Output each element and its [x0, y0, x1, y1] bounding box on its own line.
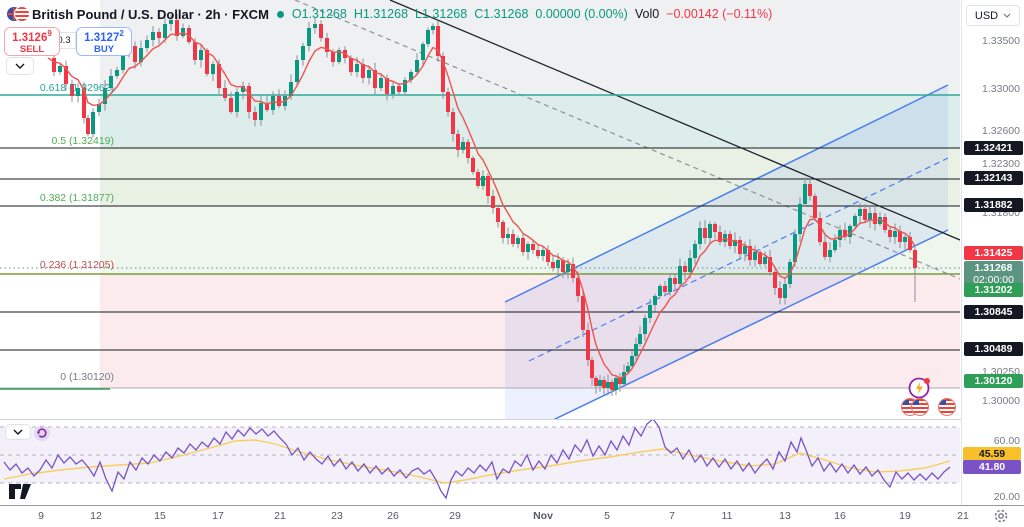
horizontal-level-lines[interactable]	[0, 94, 960, 390]
price-axis-label: 1.30000	[982, 395, 1020, 407]
price-axis-label: 1.30845	[964, 305, 1023, 319]
symbol-title[interactable]: British Pound / U.S. Dollar · 2h · FXCM	[32, 6, 269, 22]
collapse-order-widget-button[interactable]	[6, 57, 34, 75]
high-value: H1.31268	[353, 7, 409, 21]
price-axis-label: 1.30489	[964, 342, 1023, 356]
rsi-band-lines	[0, 426, 960, 484]
parallel-channel-drawing[interactable]	[504, 84, 949, 420]
currency-dropdown[interactable]: USD	[966, 5, 1020, 26]
price-axis-label: 1.31202	[964, 283, 1023, 297]
trendline-drawings[interactable]	[294, 0, 960, 280]
time-axis-label: Nov	[533, 510, 553, 522]
time-axis-label: 12	[90, 510, 102, 522]
time-axis-label: 19	[899, 510, 911, 522]
time-axis-label: 7	[669, 510, 675, 522]
candlestick-series	[52, 14, 917, 396]
rsi-pane-collapse-button[interactable]	[5, 424, 31, 440]
open-value: O1.31268	[291, 7, 347, 21]
gear-icon[interactable]	[992, 507, 1010, 525]
fib-level-label: 0.236 (1.31205)	[39, 259, 114, 271]
price-axis[interactable]: 1.33500 1.33000 1.32600 1.32300 1.31800 1.302…	[961, 0, 1024, 505]
price-axis-label: 60.00	[993, 435, 1020, 447]
fib-level-label: 0.5 (1.32419)	[51, 135, 114, 147]
time-axis-label: 17	[212, 510, 224, 522]
time-axis-label: 11	[721, 510, 733, 522]
tradingview-logo[interactable]	[8, 483, 38, 505]
time-axis-label: 23	[331, 510, 343, 522]
time-axis[interactable]: 9 12 15 17 21 23 26 29 Nov 5 7 11 13 16 19 21	[0, 505, 1024, 527]
session-change-value: −0.00142 (−0.11%)	[666, 7, 773, 21]
price-axis-label: 1.32600	[982, 125, 1020, 137]
time-axis-label: 26	[387, 510, 399, 522]
gbpusd-pair-icon	[6, 6, 30, 22]
rsi-ma-value-label: 45.59	[963, 447, 1021, 461]
market-open-dot-icon	[276, 10, 284, 18]
time-axis-label: 21	[274, 510, 286, 522]
price-axis-label: 1.32300	[982, 158, 1020, 170]
low-value: L1.31268	[415, 7, 468, 21]
ohlc-readout: O1.31268 H1.31268 L1.31268 C1.31268 0.00…	[292, 7, 772, 21]
rsi-ma-line	[3, 439, 951, 484]
time-axis-label: 16	[834, 510, 846, 522]
price-axis-label: 1.30120	[964, 374, 1023, 388]
price-chart-canvas[interactable]	[0, 0, 960, 420]
close-value: C1.31268	[474, 7, 529, 21]
notification-dot-icon	[924, 378, 930, 384]
fib-level-label: 0.618 (1.32962)	[39, 82, 114, 94]
price-axis-label: 1.33000	[982, 83, 1020, 95]
ma-value-label: 1.31425	[964, 246, 1023, 260]
time-axis-label: 21	[957, 510, 969, 522]
fib-level-label: 0 (1.30120)	[60, 371, 114, 383]
time-axis-label: 5	[604, 510, 610, 522]
price-axis-label: 1.33500	[982, 35, 1020, 47]
pane-separator[interactable]	[0, 419, 961, 420]
price-axis-label: 1.31882	[964, 198, 1023, 212]
volume-value: Vol0	[634, 7, 660, 21]
change-value: 0.00000 (0.00%)	[535, 7, 628, 21]
instant-trading-icon[interactable]	[908, 376, 932, 400]
time-axis-label: 29	[449, 510, 461, 522]
price-axis-label: 1.32143	[964, 171, 1023, 185]
buy-button[interactable]: 1.31272 BUY	[76, 27, 132, 56]
rsi-value-label: 41.80	[963, 460, 1021, 474]
rsi-pane-canvas[interactable]	[0, 420, 960, 505]
time-axis-label: 9	[38, 510, 44, 522]
price-axis-label: 1.32421	[964, 141, 1023, 155]
price-axis-label: 20.00	[993, 491, 1020, 503]
sell-button[interactable]: 1.31269 SELL	[4, 27, 60, 56]
time-axis-label: 15	[154, 510, 166, 522]
fib-level-label: 0.382 (1.31877)	[39, 192, 114, 204]
time-axis-label: 13	[779, 510, 791, 522]
rsi-sync-icon[interactable]	[33, 424, 51, 447]
rsi-line	[3, 420, 951, 500]
moving-average-line[interactable]	[47, 32, 916, 379]
